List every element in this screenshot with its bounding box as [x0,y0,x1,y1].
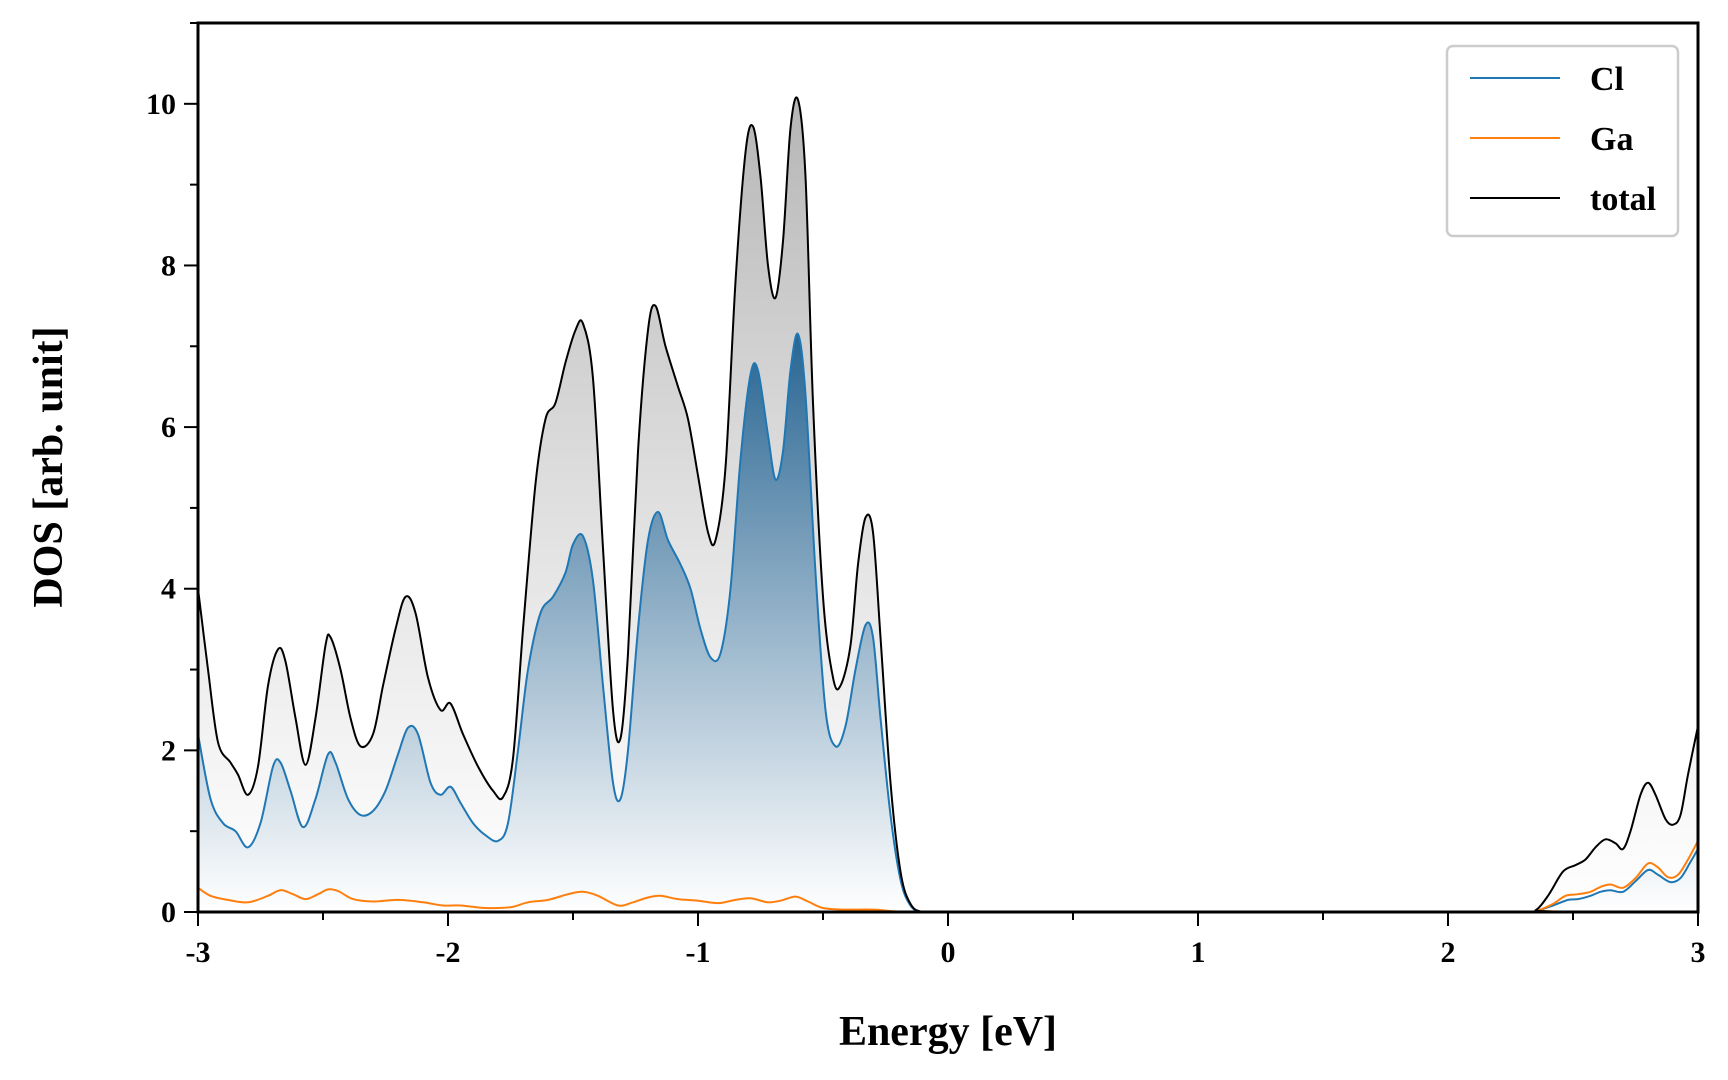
x-tick-label: 2 [1441,936,1456,969]
legend: Cl Ga total [1445,44,1680,238]
series-line-ga [198,840,1698,912]
x-tick-label: -3 [186,936,211,969]
y-tick-label: 10 [146,88,176,121]
cl-area-fill [198,333,1698,912]
y-axis-title: DOS [arb. unit] [26,326,72,607]
x-tick-label: 1 [1191,936,1206,969]
x-tick-label: 3 [1691,936,1706,969]
y-axis: 0 2 4 6 8 10 [146,22,198,929]
y-tick-label: 4 [161,573,176,606]
x-axis-title: Energy [eV] [839,1009,1057,1055]
legend-label-total: total [1590,181,1656,218]
y-tick-label: 8 [161,249,176,282]
y-tick-label: 0 [161,896,176,929]
y-tick-label: 2 [161,734,176,767]
legend-box [1445,44,1680,238]
legend-label-cl: Cl [1590,61,1624,98]
x-axis: -3 -2 -1 0 1 2 3 [186,912,1706,969]
x-tick-label: 0 [941,936,956,969]
y-tick-label: 6 [161,411,176,444]
x-tick-label: -2 [436,936,461,969]
series-line-cl [198,332,1698,912]
x-tick-label: -1 [686,936,711,969]
legend-label-ga: Ga [1590,121,1633,158]
